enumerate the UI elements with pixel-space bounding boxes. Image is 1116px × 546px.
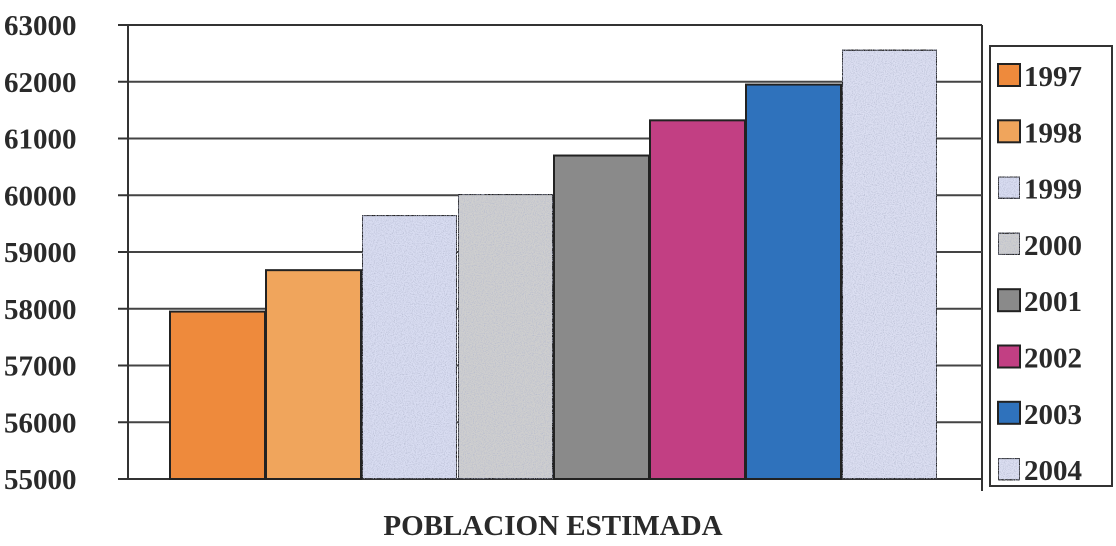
legend-label-2001: 2001	[1024, 286, 1082, 318]
y-tick-label: 59000	[4, 237, 77, 269]
legend-swatch-2004	[997, 457, 1021, 482]
legend-swatch-1999	[997, 175, 1021, 200]
bars	[169, 48, 938, 481]
y-tick-label: 60000	[4, 180, 77, 212]
legend-swatch-1997	[997, 63, 1021, 87]
legend-swatch-2003	[997, 400, 1021, 425]
legend-label-2000: 2000	[1024, 230, 1082, 262]
legend-label-2003: 2003	[1024, 399, 1082, 431]
legend-swatch-2002	[997, 344, 1021, 369]
bar-2003	[745, 83, 842, 481]
bar-2004	[841, 48, 938, 480]
bar-1999	[361, 214, 458, 481]
legend-swatch-2001	[997, 288, 1021, 313]
y-tick-label: 58000	[4, 294, 77, 326]
legend-label-1997: 1997	[1024, 61, 1082, 93]
y-tick-label: 55000	[4, 464, 77, 496]
y-tick-label: 56000	[4, 407, 77, 439]
plot-frame	[128, 24, 983, 491]
legend-swatch-1998	[997, 119, 1021, 144]
bar-2002	[649, 119, 746, 480]
legend-label-1999: 1999	[1024, 174, 1082, 206]
bar-2001	[553, 154, 650, 480]
y-tick-label: 61000	[4, 124, 77, 156]
bar-1998	[265, 269, 362, 480]
y-tick-label: 57000	[4, 351, 77, 383]
legend-swatch-2000	[997, 231, 1021, 256]
legend: 1997 1998 1999 2000 2001 2002 2003 2004	[989, 45, 1113, 487]
legend-label-2002: 2002	[1024, 343, 1082, 375]
bar-2000	[457, 193, 554, 481]
x-axis-title: POBLACION ESTIMADA	[383, 510, 722, 542]
y-tick-label: 62000	[4, 67, 77, 99]
legend-label-1998: 1998	[1024, 117, 1082, 149]
bar-1997	[169, 310, 266, 480]
legend-label-2004: 2004	[1024, 455, 1082, 487]
y-tick-label: 63000	[4, 10, 77, 42]
